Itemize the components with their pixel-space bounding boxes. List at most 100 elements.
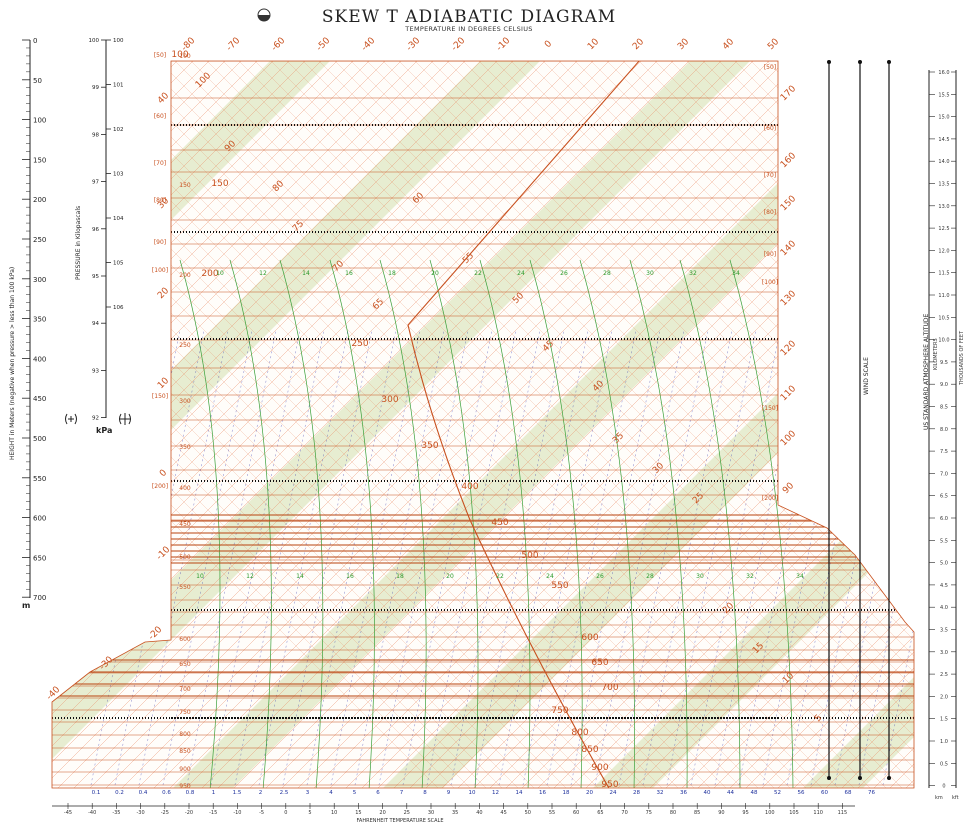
isotherm	[71, 61, 833, 788]
altitude-tick-label: 13.5	[938, 182, 949, 188]
bracket-right-label: [60]	[764, 125, 776, 132]
mixing-ratio-line	[641, 329, 733, 788]
altitude-tick-label: 16.0	[938, 70, 949, 76]
isotherm	[567, 61, 914, 788]
dry-adiabat	[95, 61, 857, 788]
isotherm	[52, 61, 337, 788]
kpa-right-label: 106	[113, 305, 124, 311]
moist-label: 10	[216, 270, 224, 277]
isotherm	[52, 61, 769, 788]
adiabat-label: 5	[813, 713, 824, 724]
mixing-ratio-label: 4	[329, 790, 333, 796]
mixing-ratio-line	[113, 329, 205, 788]
isotherm	[52, 61, 625, 788]
moist-label: 30	[696, 573, 704, 580]
isotherm	[631, 61, 914, 788]
height-tick-label: 350	[33, 316, 46, 324]
isotherm	[55, 61, 817, 788]
dry-adiabat	[383, 61, 914, 788]
dry-adiabat	[207, 61, 914, 788]
mixing-ratio-line	[137, 329, 229, 788]
dry-adiabat	[223, 61, 914, 788]
mixing-ratio-label: 16	[539, 790, 546, 796]
height-unit: m	[22, 601, 30, 610]
altitude-tick-label: 8.5	[940, 405, 948, 411]
celsius-top-label: 20	[631, 37, 646, 52]
isotherm	[775, 61, 914, 788]
height-tick-label: 500	[33, 435, 46, 443]
fahrenheit-tick-label: 35	[452, 810, 458, 816]
isobar-label: 800	[571, 728, 588, 738]
isotherm	[743, 61, 914, 788]
altitude-tick-label: 0	[942, 784, 945, 790]
diagram-title: SKEW T ADIABATIC DIAGRAM	[322, 7, 616, 27]
dry-adiabat	[159, 61, 914, 788]
height-tick-label: 400	[33, 355, 46, 363]
isotherm	[52, 61, 753, 788]
mixing-ratio-label: 0.1	[92, 790, 101, 796]
fahrenheit-axis-label: FAHRENHEIT TEMPERATURE SCALE	[357, 818, 444, 824]
isotherm	[52, 61, 321, 788]
fahrenheit-tick-label: 75	[646, 810, 652, 816]
dry-adiabat	[303, 61, 914, 788]
mixing-ratio-label: 0.8	[186, 790, 195, 796]
fahrenheit-tick-label: 15	[355, 810, 361, 816]
isotherm	[135, 61, 897, 788]
pressure-unit: kPa	[96, 426, 112, 435]
altitude-tick-label: 5.5	[940, 538, 948, 544]
moist-label: 30	[646, 270, 654, 277]
isotherm	[647, 61, 914, 788]
mixing-ratio-label: 28	[633, 790, 640, 796]
isobar-label: 700	[601, 683, 618, 693]
altitude-km-label: KILOMETERS	[933, 338, 939, 370]
isobar-label: 600	[581, 633, 598, 643]
altitude-axis-label: US STANDARD ATMOSPHERE ALTITUDE	[923, 313, 930, 430]
kpa-right-label: 103	[113, 172, 124, 178]
isobar-left-label: 450	[179, 521, 191, 528]
celsius-left-label: 20	[156, 286, 171, 301]
mixing-ratio-line	[377, 329, 469, 788]
isobar-left-label: 500	[179, 554, 191, 561]
fahrenheit-tick-label: 95	[742, 810, 748, 816]
moist-adiabat	[379, 259, 427, 788]
dry-adiabat	[271, 61, 914, 788]
height-tick-label: 100	[33, 117, 46, 125]
altitude-tick-label: 10.0	[938, 338, 949, 344]
mixing-ratio-line	[401, 329, 493, 788]
isobar-left-label: 550	[179, 584, 191, 591]
altitude-tick-label: 4.0	[940, 605, 948, 611]
dry-adiabat	[351, 61, 914, 788]
fahrenheit-axis: FAHRENHEIT TEMPERATURE SCALE -45 -40 -35 -3…	[52, 803, 855, 824]
mixing-ratio-label: 0.4	[139, 790, 148, 796]
isobar-label: 200	[201, 269, 218, 279]
moist-label: 16	[345, 270, 353, 277]
dry-adiabat	[79, 61, 841, 788]
bracket-left-label: [200]	[152, 483, 168, 490]
isobar-left-label: 250	[179, 342, 191, 349]
height-axis-label: HEIGHT in Meters (negative when pressure…	[9, 267, 16, 460]
altitude-tick-label: 7.5	[940, 449, 948, 455]
mixing-ratio-line	[305, 329, 397, 788]
isobar-label: 400	[461, 482, 478, 492]
isotherm	[52, 61, 385, 788]
mixing-ratio-label: 10	[469, 790, 476, 796]
dry-adiabat	[367, 61, 914, 788]
kpa-right-label: 100	[113, 38, 124, 44]
moist-label: 14	[302, 270, 310, 277]
moist-label: 24	[517, 270, 525, 277]
isobar-label: 550	[551, 581, 568, 591]
celsius-left-label: -10	[155, 545, 173, 563]
isotherm	[615, 61, 914, 788]
height-tick-label: 0	[33, 37, 37, 45]
dry-adiabat	[63, 61, 825, 788]
isotherm	[711, 61, 914, 788]
kpa-left-label: 96	[92, 227, 99, 233]
altitude-tick-label: 6.5	[940, 494, 948, 500]
mixing-ratio-label: 44	[727, 790, 734, 796]
mixing-ratio-line	[689, 329, 781, 788]
isobar-left-label: 700	[179, 686, 191, 693]
isotherm	[52, 61, 561, 788]
altitude-tick-label: 5.0	[940, 561, 948, 567]
fahrenheit-tick-label: 110	[813, 810, 823, 816]
dry-adiabat	[287, 61, 914, 788]
